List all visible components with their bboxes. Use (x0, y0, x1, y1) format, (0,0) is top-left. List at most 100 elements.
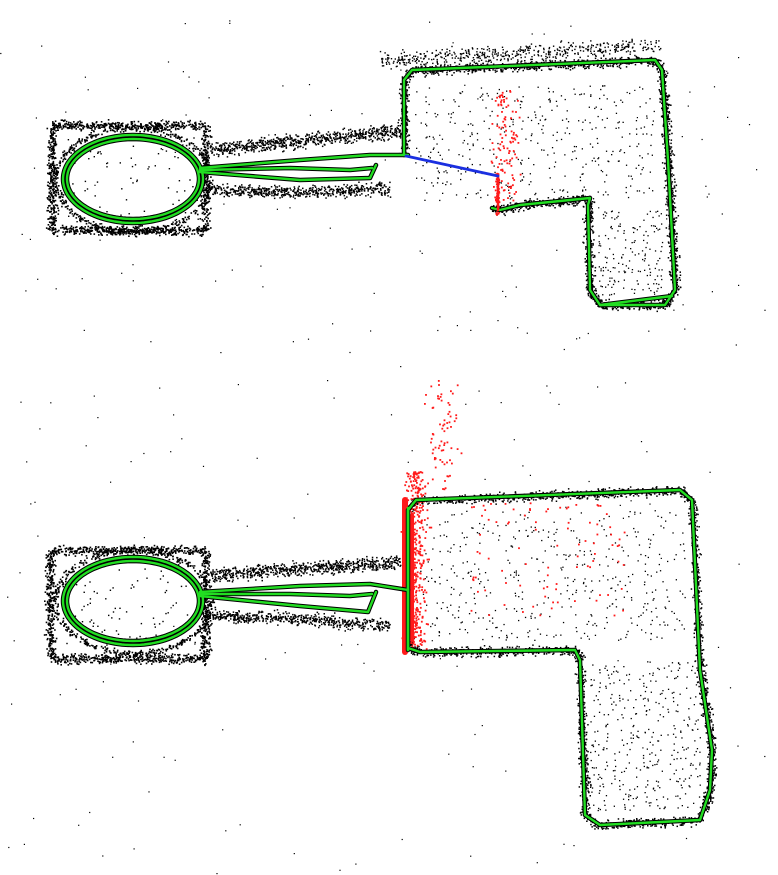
map-point (164, 231, 166, 234)
map-point (295, 138, 297, 141)
map-point (152, 125, 154, 127)
map-point (74, 232, 76, 235)
map-point (144, 232, 146, 235)
map-point (276, 137, 278, 139)
map-point (52, 170, 55, 173)
map-point (75, 125, 77, 128)
map-point (328, 190, 331, 192)
map-point (198, 126, 200, 128)
map-point (49, 211, 51, 213)
map-point (239, 192, 241, 195)
map-point (97, 152, 99, 154)
map-point (51, 149, 54, 152)
map-point (73, 126, 75, 129)
map-point (51, 155, 53, 158)
map-point (320, 142, 322, 144)
map-point (280, 138, 282, 140)
map-point (656, 310, 658, 313)
map-point (231, 147, 233, 150)
map-point (501, 71, 504, 73)
map-point (381, 130, 383, 132)
map-point (52, 177, 55, 179)
map-point (387, 195, 389, 197)
map-point (280, 145, 282, 148)
map-point (281, 196, 283, 198)
map-point (679, 256, 681, 259)
map-point (376, 183, 378, 186)
map-point (621, 307, 623, 309)
map-point (213, 192, 216, 194)
map-point (245, 189, 247, 192)
map-point (94, 128, 96, 130)
map-point (115, 127, 118, 130)
map-point (283, 189, 286, 191)
map-point (306, 139, 308, 141)
map-point (203, 145, 206, 148)
map-point (176, 224, 178, 226)
map-point (58, 126, 61, 129)
map-point (296, 142, 298, 144)
map-point (251, 187, 253, 189)
map-point (287, 187, 289, 190)
map-point (585, 279, 588, 282)
map-point (676, 265, 679, 267)
map-point (57, 209, 60, 212)
map-point (81, 138, 84, 140)
map-point (75, 145, 77, 147)
map-point (157, 153, 160, 155)
map-point (234, 193, 237, 195)
map-point (150, 126, 152, 129)
map-point (314, 142, 317, 145)
map-point (290, 144, 293, 147)
map-point (217, 187, 219, 189)
map-point (128, 126, 131, 128)
map-point (49, 229, 51, 231)
map-point (220, 150, 222, 152)
map-point (194, 212, 197, 215)
map-point (96, 229, 99, 231)
map-point (48, 165, 51, 167)
map-point (191, 123, 193, 126)
map-point (50, 145, 53, 148)
map-point (510, 67, 512, 70)
map-point (369, 196, 372, 198)
map-point (647, 65, 649, 67)
map-point (48, 218, 50, 220)
map-point (180, 120, 182, 123)
map-point (405, 133, 408, 135)
map-point (107, 119, 110, 121)
map-point (99, 126, 101, 128)
map-point (665, 184, 667, 187)
map-point (435, 65, 437, 67)
map-point (86, 228, 89, 231)
map-point (665, 76, 667, 78)
map-point (569, 69, 572, 71)
map-point (670, 167, 673, 170)
map-point (590, 240, 592, 243)
map-point (324, 193, 326, 195)
map-point (357, 137, 360, 139)
map-point (323, 190, 326, 192)
map-point (661, 135, 664, 138)
map-point (65, 120, 68, 123)
map-point (606, 308, 608, 310)
map-point (180, 230, 183, 232)
map-point (53, 157, 56, 160)
map-point (204, 180, 207, 183)
map-point (348, 136, 350, 138)
map-point (134, 226, 137, 228)
map-point (341, 191, 344, 194)
map-point (134, 164, 137, 166)
map-point (91, 129, 93, 131)
map-point (295, 141, 297, 143)
map-point (82, 124, 84, 127)
map-point (97, 225, 100, 228)
map-point (406, 94, 408, 96)
map-point (82, 227, 85, 230)
map-point (123, 230, 126, 233)
map-point (166, 126, 168, 128)
map-point (68, 127, 70, 129)
map-point (350, 187, 353, 190)
map-point (267, 139, 269, 142)
map-point (199, 153, 202, 156)
